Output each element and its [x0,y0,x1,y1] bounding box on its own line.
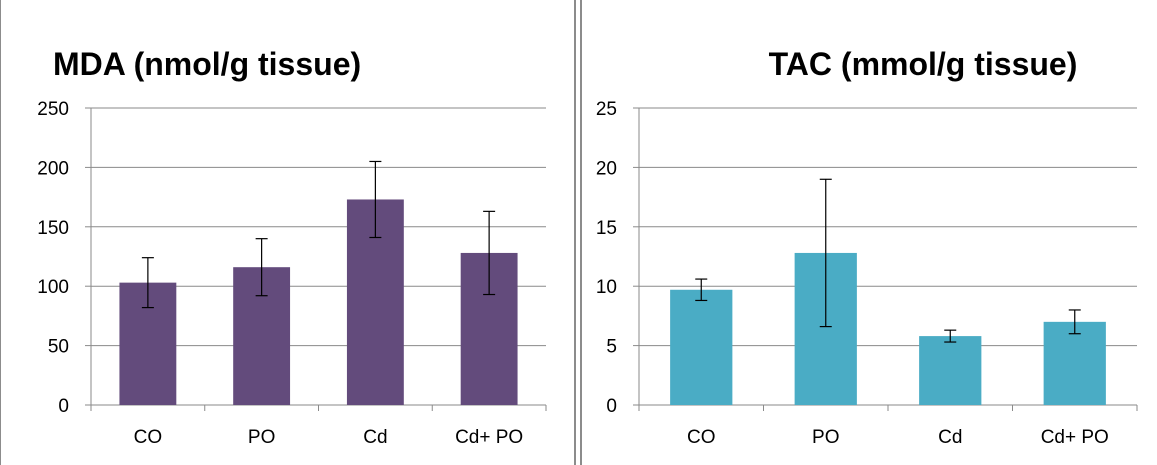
y-tick-label: 50 [48,337,69,358]
error-bar [1068,309,1081,335]
tac-chart-panel: TAC (mmol/g tissue) 0 5 10 15 20 25 CO PO Cd Cd+ P… [580,0,1157,465]
y-tick-label: 0 [58,396,69,417]
chart-title: MDA (nmol/g tissue) [53,46,361,82]
figure-caption: Fig. (4a) [544,0,613,11]
error-bar [369,160,382,239]
x-tick-label: Cd+ PO [455,427,523,448]
error-bar [255,238,268,297]
x-tick-label: Cd [363,427,387,448]
y-tick-label: 25 [596,99,617,120]
x-tick-label: CO [687,427,716,448]
x-tick-label: PO [812,427,839,448]
error-bar [141,257,154,309]
tac-chart: TAC (mmol/g tissue) 0 5 10 15 20 25 CO PO Cd Cd+ P… [596,46,1138,448]
x-tick-label: CO [134,427,163,448]
mda-chart-panel: MDA (nmol/g tissue) 0 50 100 150 200 250 CO PO Cd… [0,0,576,465]
y-tick-label: 150 [37,218,69,239]
error-bar [944,329,957,343]
error-bar [819,178,832,328]
y-tick-label: 20 [596,158,617,179]
error-bar [483,210,496,296]
bar-co [670,289,733,405]
y-tick-label: 200 [37,158,69,179]
y-tick-label: 10 [596,277,617,298]
y-tick-label: 250 [37,99,69,120]
bar-cd-po [1043,321,1106,405]
y-tick-label: 100 [37,277,69,298]
y-tick-label: 0 [606,396,617,417]
y-tick-label: 15 [596,218,617,239]
x-tick-label: Cd [938,427,962,448]
y-tick-label: 5 [606,337,617,358]
x-tick-label: Cd+ PO [1041,427,1109,448]
error-bar [695,278,708,302]
bar-cd [919,336,982,405]
mda-chart: MDA (nmol/g tissue) 0 50 100 150 200 250 CO PO Cd… [37,46,547,448]
chart-title: TAC (mmol/g tissue) [769,46,1078,82]
x-tick-label: PO [248,427,275,448]
